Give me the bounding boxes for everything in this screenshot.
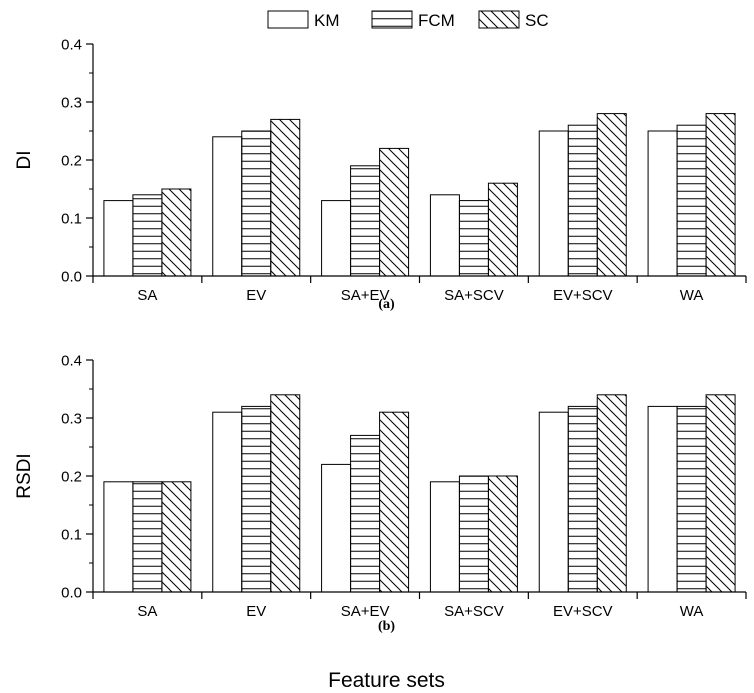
- x-tick-label: EV: [246, 603, 266, 620]
- bar-km-sa-scv: [429, 481, 460, 593]
- bar-sc-sa-scv: [487, 475, 518, 593]
- y-tick-label: 0.2: [61, 153, 82, 170]
- subplot-label: (a): [378, 297, 395, 312]
- y-tick-label: 0.4: [61, 353, 82, 370]
- legend-swatch-fcm: [371, 10, 413, 29]
- bar-fcm-sa-scv: [458, 475, 489, 593]
- bar-km-sa-scv: [429, 194, 460, 277]
- y-tick-label: 0.3: [61, 95, 82, 112]
- panels: 0.0 0.1 0.2 0.3 0.4 SA EV SA+EV SA+SCV EV+SCV WA DI…: [14, 37, 747, 692]
- bar-km-sa: [103, 481, 134, 593]
- legend-swatch-sc: [478, 10, 520, 29]
- legend-swatch-km: [267, 10, 309, 29]
- chart-panel-1: 0.0 0.1 0.2 0.3 0.4 SA EV SA+EV SA+SCV EV+SCV WA DI…: [14, 37, 747, 312]
- x-tick-label: EV+SCV: [553, 603, 613, 620]
- bar-sc-ev: [270, 394, 301, 593]
- legend-label-fcm: FCM: [418, 11, 455, 30]
- y-axis-label: RSDI: [14, 453, 35, 498]
- bar-sc-ev: [270, 118, 301, 277]
- bar-km-sa-ev: [321, 463, 352, 593]
- bar-fcm-ev: [241, 405, 272, 593]
- bar-fcm-sa: [132, 481, 163, 593]
- bar-sc-sa-ev: [379, 411, 410, 593]
- x-tick-label: SA: [137, 603, 157, 620]
- bar-sc-wa: [705, 394, 736, 593]
- y-tick-label: 0.3: [61, 411, 82, 428]
- y-tick-label: 0.2: [61, 469, 82, 486]
- x-tick-label: SA+SCV: [444, 603, 504, 620]
- x-tick-label: WA: [680, 287, 704, 304]
- bar-sc-sa: [161, 481, 192, 593]
- x-tick-label: WA: [680, 603, 704, 620]
- bar-fcm-wa: [676, 405, 707, 593]
- bar-km-sa: [103, 200, 134, 277]
- bar-fcm-ev-scv: [567, 405, 598, 593]
- chart-panel-2: 0.0 0.1 0.2 0.3 0.4 SA EV SA+EV SA+SCV EV+SCV WA RS…: [14, 353, 747, 692]
- bar-fcm-ev-scv: [567, 124, 598, 277]
- bar-km-ev-scv: [538, 130, 569, 277]
- bar-km-wa: [647, 130, 678, 277]
- x-axis-label: Feature sets: [328, 669, 445, 692]
- x-tick-label: SA+SCV: [444, 287, 504, 304]
- y-tick-label: 0.0: [61, 585, 82, 602]
- bar-km-wa: [647, 405, 678, 593]
- bar-km-ev: [212, 411, 243, 593]
- y-axis-label: DI: [14, 151, 35, 170]
- subplot-label: (b): [378, 619, 395, 634]
- bar-sc-sa-scv: [487, 182, 518, 277]
- bar-sc-wa: [705, 113, 736, 277]
- y-tick-label: 0.1: [61, 527, 82, 544]
- legend-label-km: KM: [314, 11, 340, 30]
- bar-km-sa-ev: [321, 200, 352, 277]
- y-tick-label: 0.4: [61, 37, 82, 54]
- bar-fcm-sa-scv: [458, 200, 489, 277]
- bar-sc-sa: [161, 188, 192, 277]
- x-tick-label: EV+SCV: [553, 287, 613, 304]
- y-tick-label: 0.1: [61, 211, 82, 228]
- x-tick-label: SA+EV: [341, 287, 390, 304]
- bar-fcm-sa: [132, 194, 163, 277]
- bar-sc-ev-scv: [596, 394, 627, 593]
- y-tick-label: 0.0: [61, 269, 82, 286]
- x-tick-label: SA+EV: [341, 603, 390, 620]
- x-tick-label: SA: [137, 287, 157, 304]
- legend-label-sc: SC: [525, 11, 549, 30]
- bar-km-ev-scv: [538, 411, 569, 593]
- legend: KM FCM SC: [267, 10, 549, 30]
- bar-fcm-wa: [676, 124, 707, 277]
- bar-sc-ev-scv: [596, 113, 627, 277]
- x-tick-label: EV: [246, 287, 266, 304]
- bar-sc-sa-ev: [379, 147, 410, 277]
- bar-fcm-ev: [241, 130, 272, 277]
- bar-km-ev: [212, 136, 243, 277]
- bar-fcm-sa-ev: [350, 434, 381, 593]
- bar-fcm-sa-ev: [350, 165, 381, 277]
